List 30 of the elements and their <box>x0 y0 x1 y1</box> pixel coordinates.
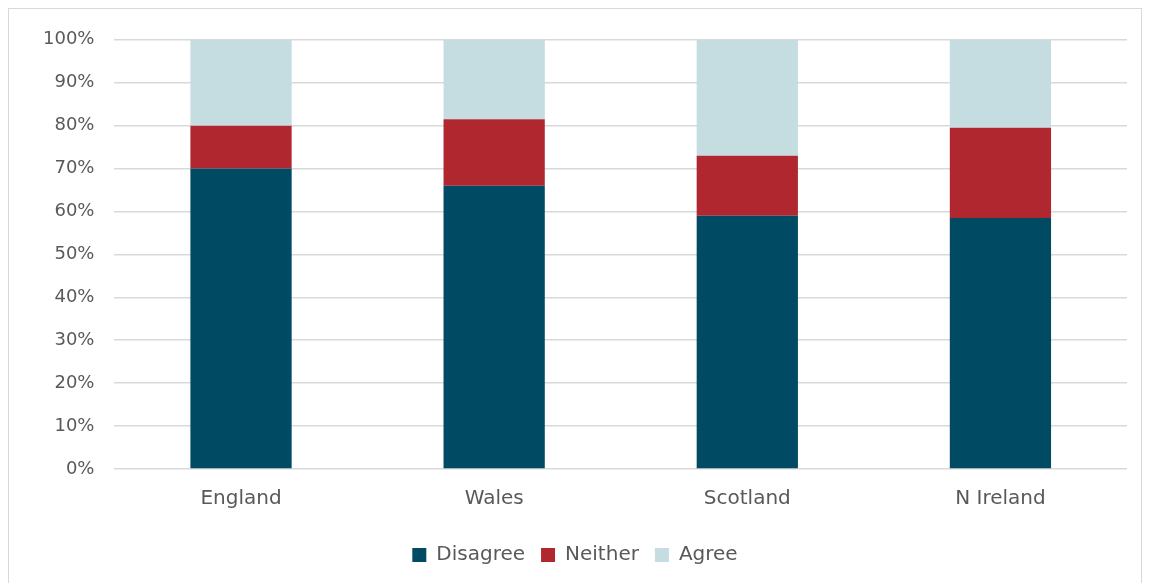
y-tick-label: 40% <box>54 284 95 306</box>
bar <box>696 155 798 216</box>
x-tick-label: Scotland <box>703 485 791 510</box>
y-tick-label: 10% <box>54 413 95 435</box>
bar <box>443 39 545 120</box>
bar <box>696 215 798 469</box>
x-tick-label: Wales <box>464 485 524 510</box>
bar <box>190 125 292 169</box>
legend-label: Agree <box>678 541 738 566</box>
bar <box>696 39 798 156</box>
legend-label: Disagree <box>436 541 526 566</box>
y-tick-label: 90% <box>54 70 95 92</box>
bar <box>190 168 292 469</box>
bar <box>190 39 292 126</box>
y-tick-label: 70% <box>54 156 95 178</box>
y-tick-label: 30% <box>54 327 95 349</box>
y-tick-label: 80% <box>54 113 95 135</box>
bar <box>949 217 1052 469</box>
bar <box>443 119 545 186</box>
x-tick-label: England <box>200 485 282 510</box>
bar <box>949 127 1052 218</box>
y-tick-label: 20% <box>54 370 95 392</box>
bar <box>443 185 545 469</box>
y-tick-label: 60% <box>54 199 95 221</box>
y-tick-label: 50% <box>54 242 95 264</box>
y-tick-label: 0% <box>65 456 95 478</box>
bar <box>949 39 1052 128</box>
legend-label: Neither <box>565 541 640 566</box>
x-tick-label: N Ireland <box>955 485 1046 510</box>
y-tick-label: 100% <box>42 27 95 49</box>
